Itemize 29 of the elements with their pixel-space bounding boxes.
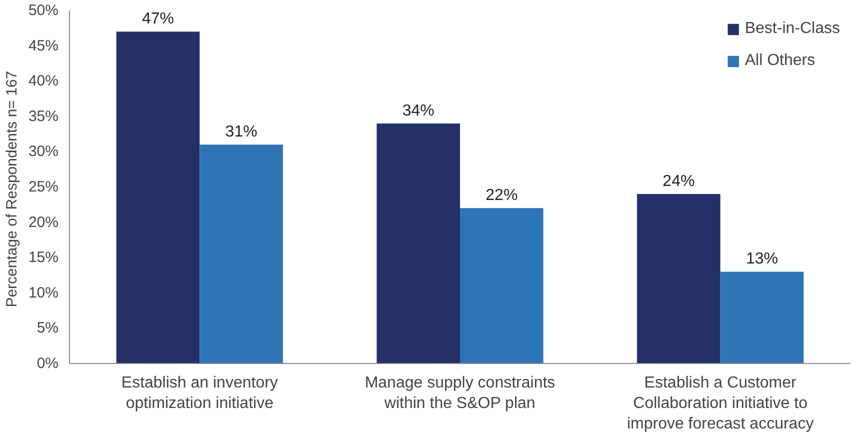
- x-tick-label: Manage supply constraints within the S&OP plan: [364, 374, 556, 412]
- y-tick-label: 15%: [28, 249, 59, 266]
- legend-label: All Others: [744, 52, 816, 70]
- legend-label: Best-in-Class: [744, 20, 840, 38]
- bar: [637, 194, 720, 364]
- y-tick-label: 45%: [28, 37, 59, 54]
- x-tick-label: Establish an inventory optimization initiative: [121, 374, 278, 412]
- x-tick-label: Establish a Customer Collaboration initiative to improve forecast accuracy: [626, 374, 814, 432]
- y-tick-label: 50%: [28, 2, 59, 19]
- y-tick-label: 5%: [36, 320, 59, 337]
- bar: [200, 144, 283, 364]
- y-tick-label: 40%: [28, 72, 59, 90]
- y-tick-label: 10%: [28, 284, 59, 302]
- y-tick-label: 25%: [28, 178, 59, 196]
- bar: [376, 123, 460, 364]
- y-tick-label: 20%: [28, 214, 59, 231]
- bar: [720, 272, 804, 364]
- data-label: 47%: [142, 10, 174, 28]
- data-label: 22%: [486, 187, 518, 204]
- y-axis-title: Percentage of Respondents n= 167: [3, 70, 20, 308]
- y-tick-label: 30%: [28, 143, 59, 160]
- data-label: 34%: [402, 102, 434, 120]
- data-label: 24%: [662, 173, 695, 190]
- data-label: 31%: [225, 124, 258, 141]
- bar: [460, 208, 544, 364]
- data-label: 13%: [746, 250, 778, 268]
- y-tick-label: 35%: [28, 108, 59, 125]
- y-tick-label: 0%: [36, 355, 59, 372]
- bar: [116, 32, 200, 364]
